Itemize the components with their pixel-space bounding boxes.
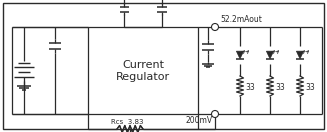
Text: 33: 33: [245, 84, 255, 93]
Text: Rcs  3.83: Rcs 3.83: [111, 119, 143, 125]
Text: Regulator: Regulator: [116, 72, 170, 82]
Circle shape: [212, 110, 218, 117]
Polygon shape: [296, 51, 303, 59]
Text: Current: Current: [122, 60, 164, 70]
Circle shape: [212, 23, 218, 30]
Text: 33: 33: [305, 84, 315, 93]
Text: 52.2mAout: 52.2mAout: [220, 15, 262, 24]
Text: 33: 33: [275, 84, 285, 93]
Bar: [88, 27, 198, 114]
Text: 200mV: 200mV: [185, 116, 212, 125]
Polygon shape: [267, 51, 274, 59]
Polygon shape: [236, 51, 244, 59]
